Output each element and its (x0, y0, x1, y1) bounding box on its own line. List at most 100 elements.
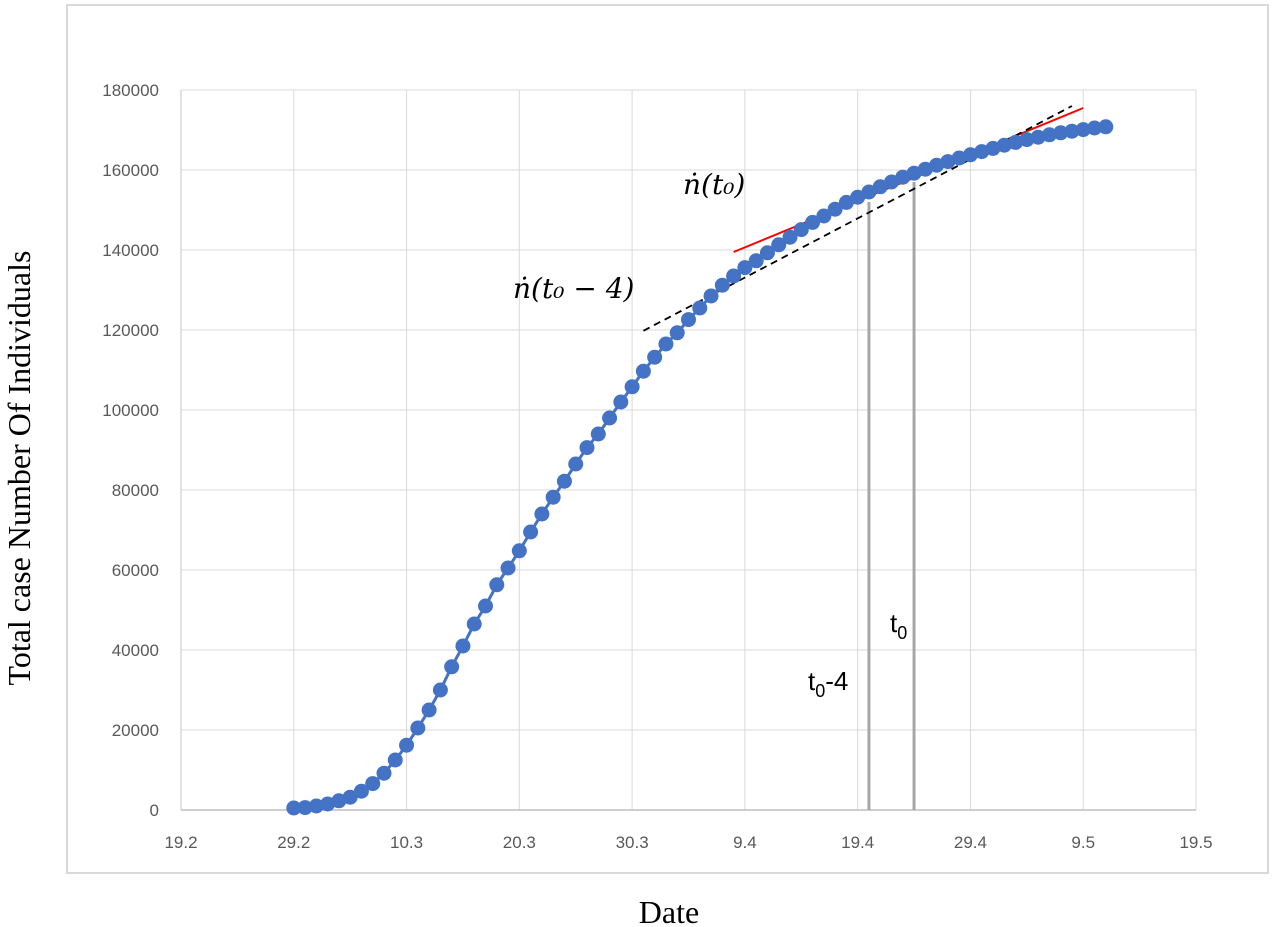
data-point (974, 144, 990, 160)
x-tick-label: 9.5 (1071, 833, 1095, 852)
data-point (669, 325, 685, 341)
x-axis-title: Date (639, 894, 699, 927)
data-point (1008, 134, 1024, 150)
data-point (759, 245, 775, 261)
y-tick-label: 80000 (112, 481, 159, 500)
data-point (455, 638, 471, 654)
data-point (568, 456, 584, 472)
data-point (602, 410, 618, 426)
data-point (410, 720, 426, 736)
data-point (466, 616, 482, 632)
data-point (376, 765, 392, 781)
data-point (489, 577, 505, 593)
data-point (692, 300, 708, 316)
data-point (331, 793, 347, 809)
data-point (714, 277, 730, 293)
data-point (805, 214, 821, 230)
data-point (962, 147, 978, 163)
data-point (748, 253, 764, 269)
x-tick-label: 19.5 (1179, 833, 1212, 852)
x-tick-labels: 19.2 29.2 10.3 20.3 30.3 9.4 19.4 29.4 9.5 19.5 (164, 833, 1212, 852)
chart-frame (66, 4, 1269, 874)
data-point (771, 237, 787, 253)
y-tick-label: 160000 (102, 161, 159, 180)
x-tick-label: 29.4 (954, 833, 987, 852)
data-point (511, 543, 527, 559)
data-point (793, 222, 809, 238)
data-point (308, 798, 324, 814)
data-point (861, 184, 877, 200)
label-t0: t0 (890, 608, 907, 643)
data-point (635, 363, 651, 379)
data-point (996, 137, 1012, 153)
data-point (500, 560, 516, 576)
data-point (703, 288, 719, 304)
data-point (590, 426, 606, 442)
data-point (985, 140, 1001, 156)
annotation-lines (642, 105, 1084, 810)
tangent-dashed (642, 105, 1073, 332)
data-point (816, 208, 832, 224)
data-point (399, 737, 415, 753)
data-point (1098, 119, 1114, 135)
data-point (556, 473, 572, 489)
series-line (293, 125, 1106, 810)
data-point (534, 506, 550, 522)
x-tick-label: 29.2 (277, 833, 310, 852)
y-tick-label: 100000 (102, 401, 159, 420)
data-point (387, 752, 403, 768)
data-point (365, 776, 381, 792)
label-t0-minus-4: t0-4 (808, 666, 848, 701)
data-point (951, 150, 967, 166)
x-tick-label: 19.4 (841, 833, 874, 852)
label-ndot-t0: ṅ(t₀) (683, 168, 745, 201)
data-point (929, 157, 945, 173)
y-tick-label: 180000 (102, 81, 159, 100)
y-tick-labels: 0 20000 40000 60000 80000 100000 120000 140000 1… (102, 81, 159, 820)
data-point (320, 796, 336, 812)
y-tick-label: 140000 (102, 241, 159, 260)
y-tick-label: 60000 (112, 561, 159, 580)
data-point (872, 179, 888, 195)
data-point (850, 189, 866, 205)
data-point (478, 598, 493, 614)
y-tick-label: 0 (150, 801, 159, 820)
y-tick-label: 120000 (102, 321, 159, 340)
data-point (895, 169, 911, 185)
data-point (737, 260, 753, 276)
data-point (523, 524, 539, 540)
data-point (940, 154, 956, 170)
data-point (1087, 120, 1102, 136)
data-point (647, 349, 663, 365)
y-tick-label: 40000 (112, 641, 159, 660)
data-point (1064, 123, 1080, 139)
label-ndot-t0-minus-4: ṅ(t₀ − 4) (513, 272, 634, 305)
data-point (624, 379, 640, 395)
x-tick-label: 20.3 (503, 833, 536, 852)
data-point (838, 194, 854, 210)
data-point (297, 800, 313, 816)
data-point (613, 394, 629, 410)
y-tick-label: 20000 (112, 721, 159, 740)
data-point (444, 659, 460, 675)
x-tick-label: 19.2 (164, 833, 197, 852)
data-point (1030, 129, 1046, 145)
data-point (1041, 127, 1057, 143)
x-tick-label: 30.3 (616, 833, 649, 852)
data-point (726, 268, 742, 284)
data-point (286, 800, 302, 816)
data-point (1075, 122, 1091, 138)
data-point (342, 789, 358, 805)
data-point (421, 702, 437, 718)
x-tick-label: 9.4 (733, 833, 757, 852)
data-point (681, 312, 696, 328)
series-cases (286, 119, 1114, 816)
data-point (545, 489, 561, 505)
data-point (579, 440, 595, 456)
data-point (884, 174, 899, 190)
data-point (1019, 132, 1035, 148)
data-point (906, 165, 922, 181)
x-tick-label: 10.3 (390, 833, 423, 852)
data-point (658, 336, 674, 352)
y-axis-title: Total case Number Of Individuals (1, 251, 37, 686)
